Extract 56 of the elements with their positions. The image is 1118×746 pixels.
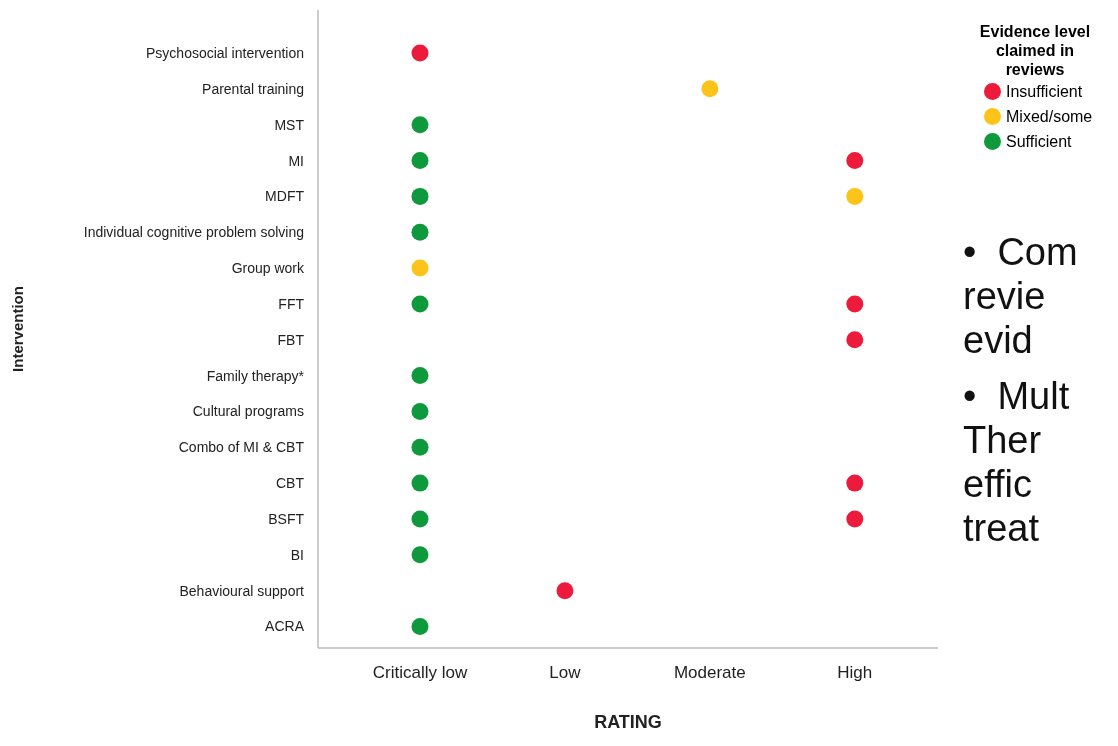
y-tick-label: Combo of MI & CBT: [178, 439, 305, 456]
y-tick-label: FFT: [278, 295, 305, 312]
text: effic: [963, 462, 1033, 506]
y-tick-label: Cultural programs: [192, 403, 304, 420]
legend-title: Evidence level claimed in reviews: [978, 22, 1092, 79]
y-tick-label: BSFT: [268, 510, 305, 527]
point: [846, 152, 864, 170]
text: • Com: [963, 230, 1078, 274]
y-tick-label: FBT: [277, 331, 305, 348]
legend-label: Sufficient: [1006, 132, 1072, 151]
point: [556, 582, 574, 600]
point: [411, 510, 429, 528]
point: [411, 617, 429, 635]
y-tick-label: Family therapy*: [206, 367, 305, 384]
point: [411, 546, 429, 564]
point: [411, 152, 429, 170]
point: [846, 474, 864, 492]
point: [846, 510, 864, 528]
point: [411, 474, 429, 492]
y-tick-label: MI: [288, 152, 304, 169]
text: evid: [963, 318, 1034, 362]
point: [411, 223, 429, 241]
text: High: [837, 663, 873, 683]
point: [846, 187, 864, 205]
y-tick-label: Group work: [231, 260, 305, 277]
legend-label: Mixed/some: [1006, 107, 1093, 126]
x-axis-title: RATING: [594, 712, 662, 732]
point: [846, 295, 864, 313]
point: [411, 116, 429, 134]
text: Critically low: [372, 663, 468, 683]
text: Moderate: [673, 663, 746, 683]
text: Ther: [963, 418, 1043, 462]
text: treat: [963, 506, 1041, 550]
y-axis-title: Intervention: [9, 286, 27, 372]
text: • Mult: [963, 374, 1071, 418]
legend-label: Insufficient: [1006, 82, 1083, 101]
point: [411, 187, 429, 205]
text: Low: [549, 663, 582, 683]
point: [411, 295, 429, 313]
y-tick-label: ACRA: [265, 618, 305, 635]
y-tick-label: MDFT: [265, 188, 305, 205]
point: [411, 438, 429, 456]
point: [411, 402, 429, 420]
y-tick-label: Psychosocial intervention: [146, 44, 304, 61]
point: [846, 331, 864, 349]
y-tick-label: BI: [290, 546, 304, 563]
y-tick-label: Parental training: [202, 80, 304, 97]
y-tick-label: Behavioural support: [179, 582, 305, 599]
point: [411, 259, 429, 277]
point: [411, 44, 429, 62]
text: revie: [963, 274, 1047, 318]
y-tick-label: CBT: [276, 475, 305, 492]
point: [411, 367, 429, 385]
y-tick-label: Individual cognitive problem solving: [83, 224, 304, 241]
y-tick-label: MST: [274, 116, 305, 133]
point: [701, 80, 719, 98]
